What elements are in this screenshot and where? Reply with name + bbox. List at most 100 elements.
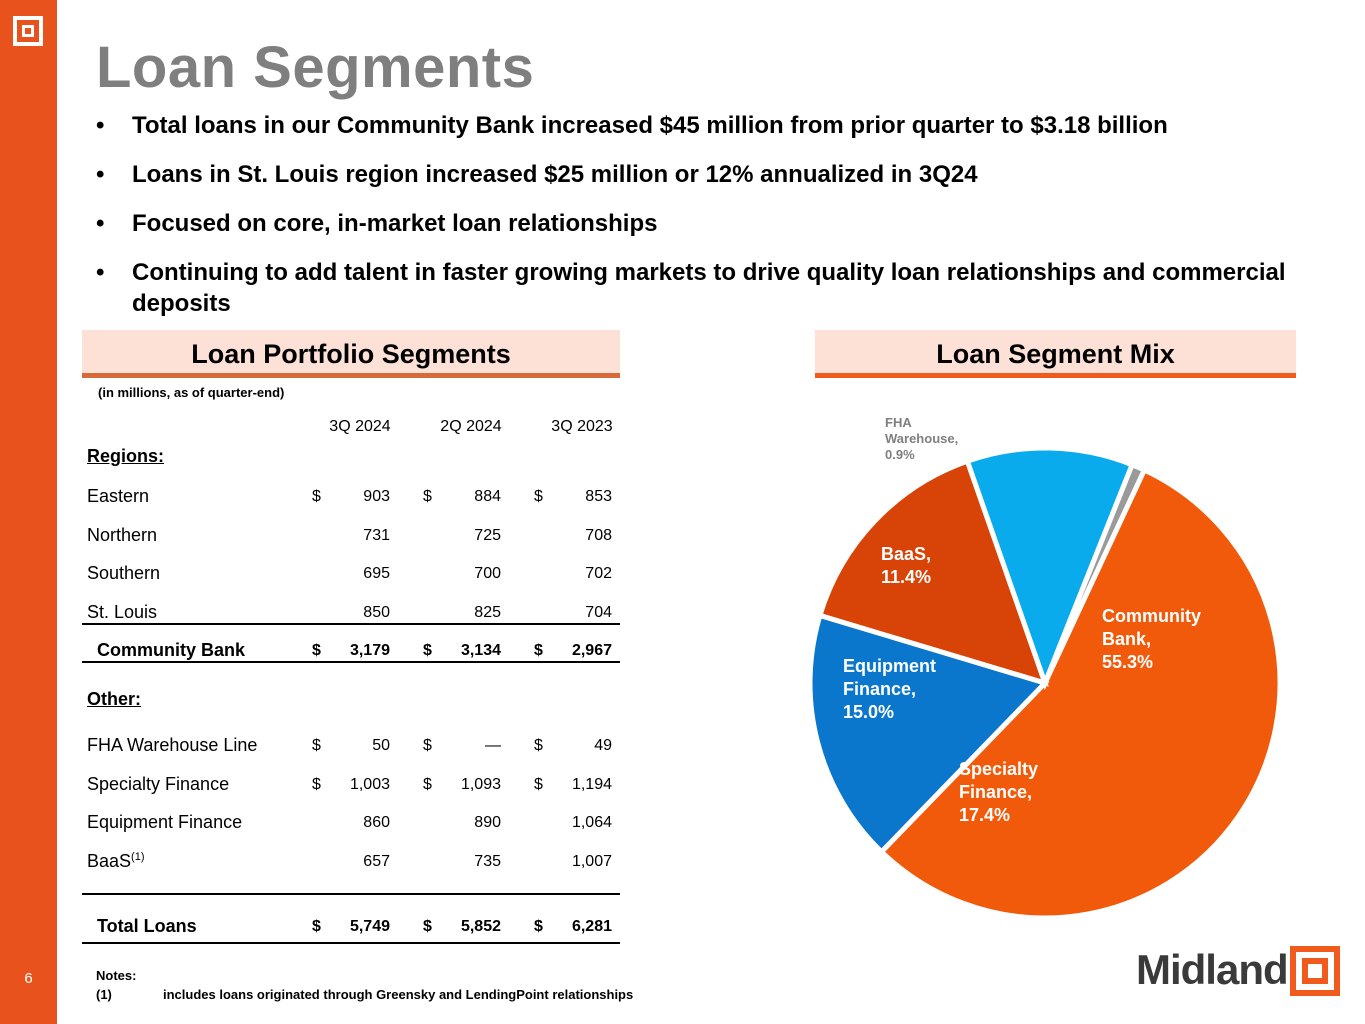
table-row: Southern 695 700 702 bbox=[82, 555, 620, 593]
currency-symbol: $ bbox=[423, 642, 432, 659]
cell-value: 825 bbox=[474, 603, 501, 621]
row-label: Total Loans bbox=[97, 916, 197, 936]
pie-slice-baas bbox=[964, 445, 1136, 691]
column-header: 3Q 2024 bbox=[329, 418, 391, 435]
table-rule bbox=[82, 661, 620, 663]
cell-value: 1,093 bbox=[460, 775, 501, 793]
cell-value: 5,852 bbox=[460, 918, 501, 935]
cell-value: 1,064 bbox=[571, 814, 612, 831]
currency-symbol: $ bbox=[423, 737, 432, 754]
row-label: FHA Warehouse Line bbox=[87, 735, 258, 755]
row-label: St. Louis bbox=[87, 601, 158, 622]
pie-slice-specialty-finance bbox=[807, 612, 1050, 856]
table-rule bbox=[82, 893, 620, 895]
pie-slice-community-bank bbox=[877, 466, 1283, 921]
cell-value: 860 bbox=[363, 814, 390, 831]
currency-symbol: $ bbox=[534, 918, 543, 935]
row-label: Specialty Finance bbox=[87, 773, 230, 794]
cell-value: 725 bbox=[474, 526, 501, 544]
table-row: Northern 731 725 708 bbox=[82, 517, 620, 555]
cell-value: 657 bbox=[363, 852, 390, 870]
bullet-item: • Continuing to add talent in faster grow… bbox=[96, 259, 1286, 317]
cell-value: 850 bbox=[363, 603, 390, 621]
midland-logo-icon bbox=[1290, 946, 1340, 996]
pie-label-equipment-finance: Equipment Finance, 15.0% bbox=[843, 656, 936, 722]
cell-value: 6,281 bbox=[571, 918, 612, 935]
cell-value: 903 bbox=[363, 488, 390, 505]
table-row: Equipment Finance 860 890 1,064 bbox=[82, 804, 620, 842]
cell-value: 731 bbox=[363, 526, 390, 544]
table-row: Eastern $903 $884 $853 bbox=[82, 478, 620, 516]
table-row: FHA Warehouse Line $50 $ — $49 bbox=[82, 727, 620, 765]
currency-symbol: $ bbox=[423, 918, 432, 935]
total-loans-row: Total Loans $5,749 $5,852 $6,281 bbox=[82, 908, 620, 946]
bullet-item: • Loans in St. Louis region increased $25… bbox=[96, 161, 978, 188]
cell-value: 700 bbox=[474, 565, 501, 582]
cell-value: 5,749 bbox=[349, 918, 390, 935]
other-label: Other: bbox=[87, 689, 141, 709]
units-note: (in millions, as of quarter-end) bbox=[98, 385, 285, 400]
bullet-list: • Total loans in our Community Bank incre… bbox=[96, 110, 1326, 337]
table-row: St. Louis 850 825 704 bbox=[82, 594, 620, 632]
currency-symbol: $ bbox=[312, 488, 321, 505]
row-label: Community Bank bbox=[97, 640, 246, 660]
note-marker: (1) bbox=[96, 987, 112, 1002]
cell-value: — bbox=[485, 737, 501, 754]
currency-symbol: $ bbox=[312, 642, 321, 659]
bullet-item: • Focused on core, in-market loan relatio… bbox=[96, 210, 658, 237]
cell-value: 3,134 bbox=[460, 642, 501, 659]
currency-symbol: $ bbox=[534, 737, 543, 754]
brand-square-icon bbox=[13, 16, 43, 46]
chart-heading: Loan Segment Mix bbox=[815, 330, 1296, 378]
pie-label-specialty-finance: Specialty Finance, 17.4% bbox=[959, 759, 1038, 825]
pie-slice-equipment-finance bbox=[816, 457, 1049, 687]
cell-value: 50 bbox=[372, 737, 390, 754]
pie-slice-fha-warehouse bbox=[1042, 461, 1148, 685]
cell-value: 704 bbox=[585, 603, 612, 621]
cell-value: 884 bbox=[474, 488, 501, 505]
cell-value: 1,194 bbox=[571, 775, 612, 793]
side-bar: 6 bbox=[0, 0, 57, 1024]
currency-symbol: $ bbox=[534, 775, 543, 793]
loan-segment-pie-chart: Community Bank, 55.3% Specialty Finance, 17.4… bbox=[790, 400, 1310, 930]
cell-value: 3,179 bbox=[349, 642, 390, 659]
midland-wordmark: Midland bbox=[1136, 946, 1289, 993]
currency-symbol: $ bbox=[312, 737, 321, 754]
pie-label-baas: BaaS, 11.4% bbox=[881, 544, 931, 587]
table-heading: Loan Portfolio Segments bbox=[82, 330, 620, 378]
regions-label: Regions: bbox=[87, 446, 165, 466]
cell-value: 708 bbox=[585, 526, 612, 544]
currency-symbol: $ bbox=[312, 775, 321, 793]
table-header-row: 3Q 2024 2Q 2024 3Q 2023 bbox=[82, 408, 620, 446]
pie-label-fha-warehouse: FHA Warehouse, 0.9% bbox=[885, 415, 958, 462]
bullet-item: • Total loans in our Community Bank incre… bbox=[96, 112, 1168, 139]
cell-value: 853 bbox=[585, 488, 612, 505]
currency-symbol: $ bbox=[312, 918, 321, 935]
notes: Notes: (1) includes loans originated thro… bbox=[96, 966, 633, 1004]
cell-value: 735 bbox=[474, 852, 501, 870]
currency-symbol: $ bbox=[423, 775, 432, 793]
table-row: Specialty Finance $1,003 $1,093 $1,194 bbox=[82, 766, 620, 804]
row-label: Eastern bbox=[87, 486, 150, 506]
pie-svg: Community Bank, 55.3% Specialty Finance, 17.4… bbox=[807, 415, 1283, 921]
page-number: 6 bbox=[24, 970, 33, 987]
row-label: Northern bbox=[87, 524, 158, 545]
note-text: includes loans originated through Greens… bbox=[163, 987, 634, 1002]
column-header: 2Q 2024 bbox=[440, 418, 502, 435]
cell-value: 2,967 bbox=[571, 642, 612, 659]
column-header: 3Q 2023 bbox=[551, 418, 613, 435]
currency-symbol: $ bbox=[423, 488, 432, 505]
table-row: BaaS(1) 657 735 1,007 bbox=[82, 843, 620, 881]
cell-value: 1,007 bbox=[571, 852, 612, 870]
notes-title: Notes: bbox=[96, 968, 137, 983]
cell-value: 702 bbox=[585, 565, 612, 582]
community-bank-row: Community Bank $3,179 $3,134 $2,967 bbox=[82, 632, 620, 670]
table-rule bbox=[82, 623, 620, 625]
page-title: Loan Segments bbox=[96, 35, 535, 100]
currency-symbol: $ bbox=[534, 488, 543, 505]
row-label: BaaS(1) bbox=[87, 850, 145, 871]
cell-value: 49 bbox=[594, 737, 612, 754]
table-rule bbox=[82, 942, 620, 944]
footnote-ref: (1) bbox=[131, 850, 145, 863]
cell-value: 1,003 bbox=[349, 775, 390, 793]
